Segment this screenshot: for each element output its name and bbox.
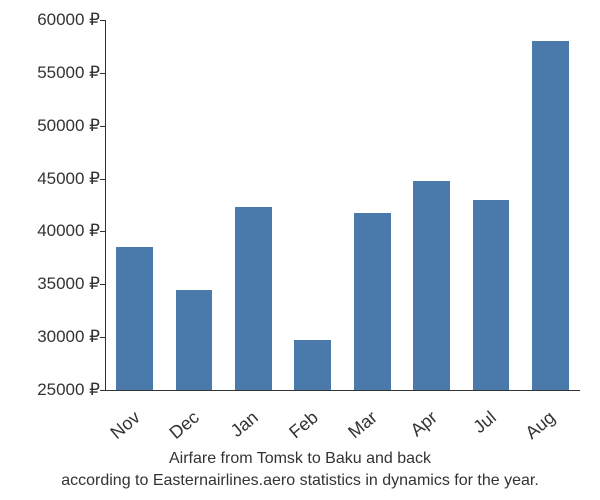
x-tick-label: Dec [166,407,204,444]
caption-line-2: according to Easternairlines.aero statis… [0,470,600,492]
bars-group [105,20,580,390]
x-tick-label: Mar [344,407,381,443]
chart-caption: Airfare from Tomsk to Baku and back acco… [0,448,600,491]
y-tick-label: 30000 ₽ [10,327,100,347]
x-tick-label: Aug [522,407,560,444]
bar [235,207,272,390]
bar [413,181,450,390]
caption-line-1: Airfare from Tomsk to Baku and back [0,448,600,470]
plot-area [105,20,580,390]
bar [532,41,569,390]
y-tick-label: 50000 ₽ [10,116,100,136]
y-tick-label: 25000 ₽ [10,380,100,400]
bar [116,247,153,390]
y-tick-label: 55000 ₽ [10,63,100,83]
y-tick-label: 60000 ₽ [10,10,100,30]
y-tick-label: 40000 ₽ [10,221,100,241]
y-tick-label: 35000 ₽ [10,274,100,294]
x-axis-labels: Nov Dec Jan Feb Mar Apr Jul Aug [105,395,580,445]
x-axis-line [105,390,580,391]
x-tick-label: Feb [285,407,322,443]
bar [354,213,391,390]
x-tick-label: Jan [227,407,263,442]
x-tick-label: Jul [469,407,500,438]
x-tick-label: Nov [106,407,144,444]
bar [294,340,331,390]
y-tick-mark [100,390,105,391]
bar [473,200,510,390]
bar [176,290,213,390]
y-tick-label: 45000 ₽ [10,169,100,189]
airfare-bar-chart: 25000 ₽ 30000 ₽ 35000 ₽ 40000 ₽ 45000 ₽ 50000… [0,0,600,500]
x-tick-label: Apr [406,407,441,441]
